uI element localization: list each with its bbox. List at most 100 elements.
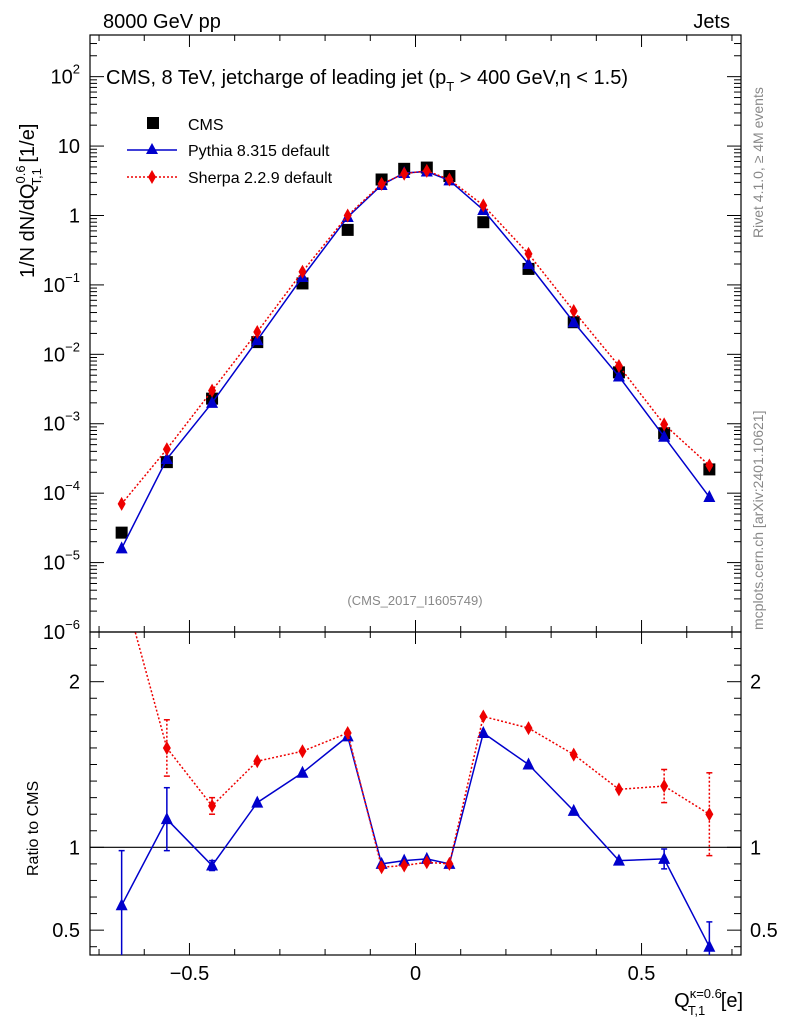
main-point-series-1 [160,452,173,465]
ratio-y-tick-labels: 0.5 0.5 1 1 2 2 [52,672,778,942]
ratio-point-series-1 [296,765,309,778]
ratio-point-series-1 [522,757,535,770]
main-point-series-2 [253,324,262,339]
ratio-point-series-1 [567,803,580,816]
ratio-y-tick-label-left: 0.5 [52,920,80,942]
ratio-point-series-1 [206,858,219,871]
main-point-series-1 [703,490,716,503]
y-axis-label: 1/N dN/dQ0.6T,1 [1/e] [13,124,44,278]
ratio-point-series-2 [162,740,171,755]
x-tick-label: 0 [410,963,421,985]
main-point-series-1 [567,315,580,328]
ratio-y-axis-label: Ratio to CMS [25,781,42,876]
main-point-series-2 [422,163,431,178]
ratio-point-series-2 [377,860,386,875]
x-tick-label: 0.5 [628,963,656,985]
ratio-point-series-2 [118,575,126,589]
ratio-point-series-1 [703,939,716,952]
ratio-point-series-1 [612,853,625,866]
main-point-series-2 [377,176,386,191]
analysis-id-label: (CMS_2017_I1605749) [347,593,482,608]
ratio-point-series-2 [422,855,431,870]
ratio-point-series-2 [343,726,352,741]
ratio-plot-frame [89,631,742,956]
legend-label-sherpa: Sherpa 2.2.9 default [188,170,333,187]
main-point-series-0 [115,526,128,539]
main-line-1 [120,170,710,549]
main-point-series-2 [343,208,352,223]
header-left-label: 8000 GeV pp [103,11,221,33]
main-line-2 [121,170,710,505]
legend-marker-cms [147,117,159,129]
main-point-series-0 [477,216,490,229]
main-point-series-2 [479,198,488,213]
main-point-series-2 [524,246,533,261]
ratio-point-series-2 [208,798,217,813]
legend-marker-sherpa [148,170,156,184]
ratio-y-tick-label-left: 2 [69,672,80,694]
mcplots-label: mcplots.cern.ch [arXiv:2401.10621] [750,411,766,630]
ratio-y-tick-label-left: 1 [69,837,80,859]
header-right-label: Jets [693,11,730,33]
main-point-series-2 [117,496,126,511]
legend-label-pythia: Pythia 8.315 default [188,143,330,160]
x-tick-labels: −0.5 0 0.5 [170,963,656,985]
ratio-point-series-2 [479,709,488,724]
ratio-line-1 [120,731,711,948]
y-tick-labels: 10−6 10−5 10−4 10−3 10−2 10−1 1 10 102 [43,62,80,644]
main-point-series-1 [658,429,671,442]
rivet-version-label: Rivet 4.1.0, ≥ 4M events [750,87,766,238]
ratio-point-series-1 [251,795,264,808]
main-point-series-2 [208,383,217,398]
main-series-group [115,161,716,554]
main-point-series-0 [341,223,354,236]
x-axis-label: Qκ=0.6 T,1 [e] [674,986,743,1018]
ratio-point-series-2 [569,747,578,762]
y-tick-label: 10−6 [43,617,80,644]
ratio-point-series-2 [445,856,454,871]
y-tick-label: 1 [69,205,80,227]
ratio-point-series-1 [160,812,173,825]
chart-title: CMS, 8 TeV, jetcharge of leading jet (pT… [106,67,628,94]
y-tick-label: 10−4 [43,478,80,505]
legend: CMS Pythia 8.315 default Sherpa 2.2.9 de… [127,117,333,187]
main-point-series-2 [400,166,409,181]
legend-marker-pythia [146,143,158,154]
x-tick-label: −0.5 [170,963,209,985]
ratio-y-tick-label-right: 0.5 [750,920,778,942]
main-point-series-2 [298,264,307,279]
main-point-series-2 [569,304,578,319]
ratio-y-tick-label-right: 2 [750,672,761,694]
ratio-point-series-2 [298,744,307,759]
y-tick-label: 10−2 [43,339,80,366]
ratio-point-series-2 [400,858,409,873]
ratio-point-series-1 [477,726,490,739]
main-point-series-2 [660,417,669,432]
main-point-series-1 [206,395,219,408]
ratio-point-series-2 [705,807,714,822]
y-tick-label: 10−5 [43,548,80,575]
ratio-series-group [115,575,716,955]
y-tick-label: 10−3 [43,409,80,436]
legend-label-cms: CMS [188,117,224,134]
ratio-point-series-2 [253,754,262,769]
main-point-series-1 [612,369,625,382]
main-point-series-1 [522,257,535,270]
ratio-point-series-1 [115,898,128,911]
ratio-point-series-2 [660,779,669,794]
ratio-point-series-1 [658,851,671,864]
main-point-series-2 [445,172,454,187]
main-point-series-1 [115,541,128,554]
main-point-series-1 [251,333,264,346]
y-tick-label: 10 [58,136,80,158]
ratio-line-2 [134,632,710,869]
ratio-y-tick-label-right: 1 [750,837,761,859]
y-tick-label: 102 [51,62,80,89]
ratio-point-series-2 [614,782,623,797]
ratio-point-series-2 [524,721,533,736]
main-point-series-2 [614,358,623,373]
main-point-series-2 [162,442,171,457]
y-tick-label: 10−1 [43,270,80,297]
main-point-series-2 [705,458,714,473]
